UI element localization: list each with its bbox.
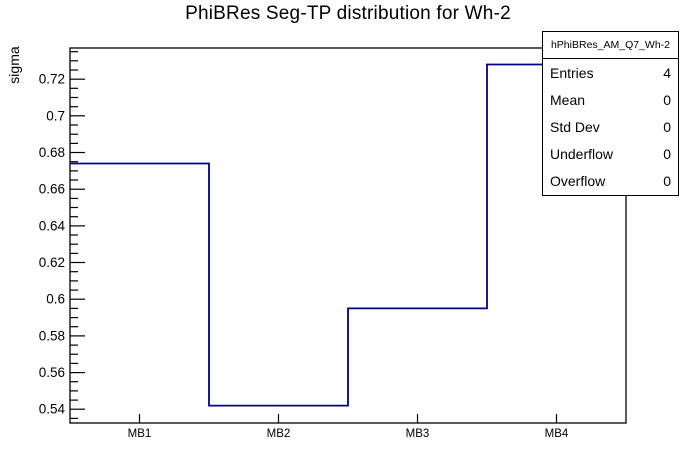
x-tick-label: MB4 — [545, 428, 569, 440]
stats-box-body: Entries 4 Mean 0 Std Dev 0 Underflow 0 O… — [543, 59, 678, 195]
stats-label: Std Dev — [550, 119, 600, 135]
stats-row-underflow: Underflow 0 — [543, 141, 678, 168]
stats-box: hPhiBRes_AM_Q7_Wh-2 Entries 4 Mean 0 Std… — [542, 31, 679, 196]
y-tick-label: 0.54 — [39, 402, 66, 417]
stats-value: 4 — [663, 64, 671, 81]
stats-row-overflow: Overflow 0 — [543, 168, 678, 195]
y-tick-label: 0.6 — [46, 292, 65, 307]
y-tick-label: 0.58 — [39, 328, 65, 343]
y-tick-label: 0.62 — [39, 255, 65, 270]
y-tick-label: 0.56 — [39, 365, 65, 380]
y-tick-label: 0.66 — [39, 182, 65, 197]
y-tick-label: 0.72 — [39, 72, 65, 87]
y-tick-label: 0.7 — [46, 108, 65, 123]
stats-row-stddev: Std Dev 0 — [543, 113, 678, 140]
chart-title: PhiBRes Seg-TP distribution for Wh-2 — [185, 3, 511, 24]
y-tick-label: 0.68 — [39, 145, 65, 160]
stats-value: 0 — [663, 119, 671, 135]
histogram-step-line — [70, 63, 626, 407]
stats-label: Underflow — [550, 146, 614, 163]
x-tick-label: MB2 — [267, 428, 291, 440]
stats-box-title: hPhiBRes_AM_Q7_Wh-2 — [543, 32, 678, 59]
stats-value: 0 — [663, 91, 671, 108]
x-tick-label: MB3 — [406, 428, 430, 440]
stats-label: Overflow — [550, 173, 606, 190]
stats-value: 0 — [663, 146, 671, 163]
x-tick-label: MB1 — [128, 428, 152, 440]
stats-label: Mean — [550, 91, 586, 108]
stats-row-entries: Entries 4 — [543, 59, 678, 86]
stats-row-mean: Mean 0 — [543, 86, 678, 113]
stats-value: 0 — [663, 173, 671, 190]
stats-label: Entries — [550, 64, 594, 81]
y-tick-label: 0.64 — [39, 218, 66, 233]
